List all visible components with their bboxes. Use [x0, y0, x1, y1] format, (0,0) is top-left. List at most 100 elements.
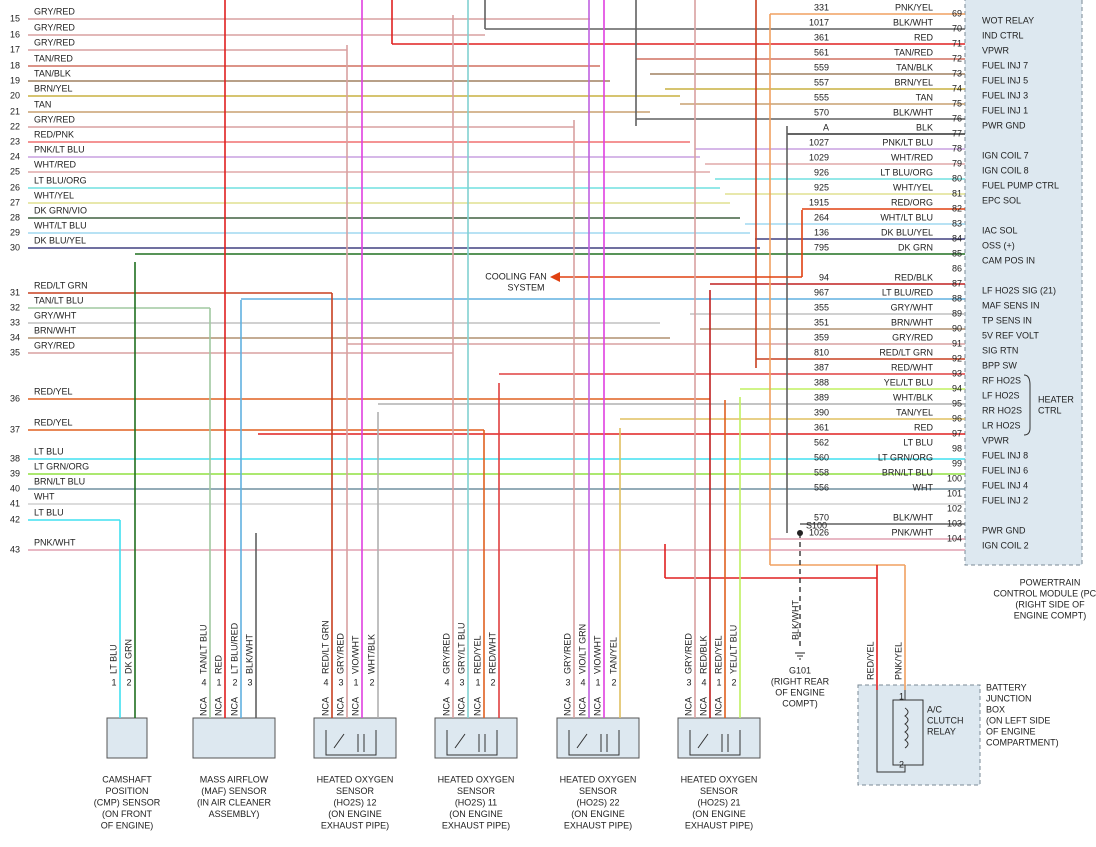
component-name: CAMSHAFT [102, 774, 152, 784]
row-number: 23 [10, 136, 20, 146]
pin-function: FUEL INJ 6 [982, 465, 1028, 475]
ground-symbol [795, 652, 805, 660]
nca-label: NCA [577, 697, 587, 716]
pin-number: 3 [247, 677, 252, 687]
wire-color: BRN/WHT [34, 325, 76, 335]
wire-color: WHT/LT BLU [880, 212, 933, 222]
wire-color: WHT/RED [34, 159, 76, 169]
sensor-symbol [446, 730, 498, 756]
pin-number: 1 [353, 677, 358, 687]
pin-function: SIG RTN [982, 345, 1018, 355]
pin-function: FUEL INJ 7 [982, 60, 1028, 70]
pin-number: 83 [952, 218, 962, 228]
pin-number: 75 [952, 98, 962, 108]
pin-number: 98 [952, 443, 962, 453]
coil [904, 707, 909, 749]
pin-number: 99 [952, 458, 962, 468]
pin-number: 2 [369, 677, 374, 687]
relay-label: A/C [927, 704, 943, 714]
component-name: (ON ENGINE [328, 809, 382, 819]
wire-color: LT BLU [34, 446, 64, 456]
pin-number: 90 [952, 323, 962, 333]
nca-label: NCA [198, 697, 208, 716]
pin-function: IAC SOL [982, 225, 1018, 235]
pin-number: 89 [952, 308, 962, 318]
pcm-label: ENGINE COMPT) [1014, 610, 1087, 620]
circuit-number: 355 [814, 302, 829, 312]
wire-color: PNK/LT BLU [882, 137, 933, 147]
wire-color: BLK/WHT [893, 512, 934, 522]
circuit-number: 557 [814, 77, 829, 87]
wire-color: GRY/RED [892, 332, 933, 342]
pin-number: 1 [475, 677, 480, 687]
wire-color: WHT/BLK [893, 392, 933, 402]
pin-function: FUEL INJ 3 [982, 90, 1028, 100]
pin-number: 94 [952, 383, 962, 393]
circuit-number: 558 [814, 467, 829, 477]
circuit-number: 570 [814, 512, 829, 522]
wire-color: RED/WHT [487, 632, 497, 674]
pin-number: 77 [952, 128, 962, 138]
row-number: 33 [10, 317, 20, 327]
component-name: (ON FRONT [102, 809, 152, 819]
wire-color: LT BLU [903, 437, 933, 447]
nca-label: NCA [562, 697, 572, 716]
ground-wire: BLK/WHT [790, 599, 800, 640]
wire-color: GRY/RED [562, 633, 572, 674]
ground-label: (RIGHT REAR [771, 676, 830, 686]
wire-color: GRY/RED [34, 6, 75, 16]
pin-number: 85 [952, 248, 962, 258]
circuit-number: 1026 [809, 527, 829, 537]
pin-function: FUEL INJ 5 [982, 75, 1028, 85]
pcm-label: CONTROL MODULE (PCM) [993, 588, 1096, 598]
wire-color: BRN/LT BLU [882, 467, 933, 477]
component-name: (ON ENGINE [449, 809, 503, 819]
nca-label: NCA [472, 697, 482, 716]
wire-color: LT BLU/ORG [34, 175, 87, 185]
relay-label: CLUTCH [927, 715, 964, 725]
component-name: (HO2S) 22 [576, 797, 619, 807]
junction-box-label: BOX [986, 704, 1005, 714]
pin-function: IGN COIL 7 [982, 150, 1029, 160]
wire-color: GRY/RED [441, 633, 451, 674]
pin-number: 103 [947, 518, 962, 528]
pin-function: MAF SENS IN [982, 300, 1040, 310]
wire-color: WHT/LT BLU [34, 220, 87, 230]
pin-function: IND CTRL [982, 30, 1024, 40]
wire-color: PNK/YEL [895, 2, 933, 12]
pin-number: 3 [565, 677, 570, 687]
circuit-number: 359 [814, 332, 829, 342]
pin-number: 2 [126, 677, 131, 687]
component-name: OF ENGINE) [101, 820, 154, 830]
pin-number: 2 [490, 677, 495, 687]
pin-function: LR HO2S [982, 420, 1021, 430]
pin-number: 2 [232, 677, 237, 687]
row-number: 22 [10, 121, 20, 131]
row-number: 43 [10, 544, 20, 554]
wire-color: RED/ORG [891, 197, 933, 207]
circuit-number: 136 [814, 227, 829, 237]
junction-box-label: OF ENGINE [986, 726, 1036, 736]
pin-number: 69 [952, 8, 962, 18]
component-name: (CMP) SENSOR [94, 797, 161, 807]
pin-number: 71 [952, 38, 962, 48]
wire-color: VIO/LT GRN [577, 624, 587, 674]
pin-number: 4 [323, 677, 328, 687]
pcm-label: POWERTRAIN [1020, 577, 1081, 587]
row-number: 28 [10, 212, 20, 222]
nca-label: NCA [229, 697, 239, 716]
pin-function: WOT RELAY [982, 15, 1034, 25]
wire-color: LT BLU/RED [229, 622, 239, 674]
component-name: (HO2S) 21 [697, 797, 740, 807]
nca-label: NCA [350, 697, 360, 716]
circuit-number: 1017 [809, 17, 829, 27]
nca-label: NCA [592, 697, 602, 716]
component-box [106, 717, 148, 759]
row-number: 21 [10, 106, 20, 116]
pin-function: 5V REF VOLT [982, 330, 1039, 340]
pin-number: 72 [952, 53, 962, 63]
sensor-symbol [689, 730, 741, 756]
heater-ctrl: HEATER [1038, 394, 1074, 404]
wire-color: TAN/RED [34, 53, 73, 63]
splice-label: S100 [806, 520, 827, 530]
